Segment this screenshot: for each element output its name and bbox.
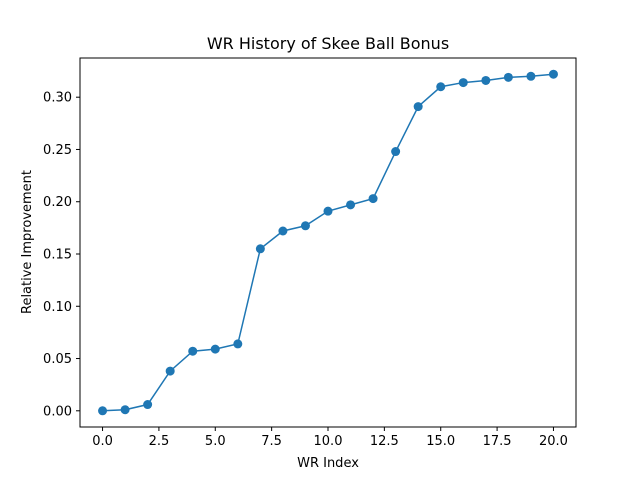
data-point (323, 206, 333, 216)
y-tick-label: 0.10 (43, 300, 72, 315)
y-tick-label: 0.20 (43, 195, 72, 210)
data-point (526, 71, 536, 81)
x-tick-label: 7.5 (261, 434, 282, 449)
y-axis-label: Relative Improvement (20, 170, 35, 314)
x-axis-label: WR Index (297, 456, 359, 471)
data-point (548, 69, 558, 79)
x-tick-label: 5.0 (205, 434, 226, 449)
x-tick-label: 2.5 (149, 434, 170, 449)
data-point (413, 102, 423, 112)
y-tick-label: 0.00 (43, 404, 72, 419)
x-tick-label: 12.5 (370, 434, 399, 449)
data-point (165, 366, 175, 376)
data-point (233, 339, 243, 349)
data-point (98, 406, 108, 416)
axes: 0.0 2.5 5.0 7.5 10.0 12.5 15.0 17.5 20.0 0.00 0.05… (43, 57, 577, 449)
x-tick-label: 20.0 (539, 434, 568, 449)
data-point (346, 200, 356, 210)
data-point (503, 72, 513, 82)
data-point (210, 344, 220, 354)
data-point (368, 194, 378, 204)
data-point (481, 75, 491, 85)
data-point (436, 82, 446, 92)
x-tick-label: 0.0 (92, 434, 113, 449)
y-tick-label: 0.05 (43, 352, 72, 367)
data-point (143, 400, 153, 410)
x-tick-label: 10.0 (314, 434, 343, 449)
data-point (255, 244, 265, 254)
y-tick-label: 0.30 (43, 91, 72, 106)
data-point (391, 147, 401, 157)
data-point (278, 226, 288, 236)
x-tick-label: 17.5 (483, 434, 512, 449)
chart-title: WR History of Skee Ball Bonus (207, 34, 449, 53)
data-point (188, 346, 198, 356)
plot-area (98, 69, 558, 416)
y-tick-label: 0.25 (43, 143, 72, 158)
data-point (300, 221, 310, 231)
x-tick-label: 15.0 (426, 434, 455, 449)
y-tick-label: 0.15 (43, 247, 72, 262)
data-point (458, 78, 468, 88)
data-point (120, 405, 130, 415)
